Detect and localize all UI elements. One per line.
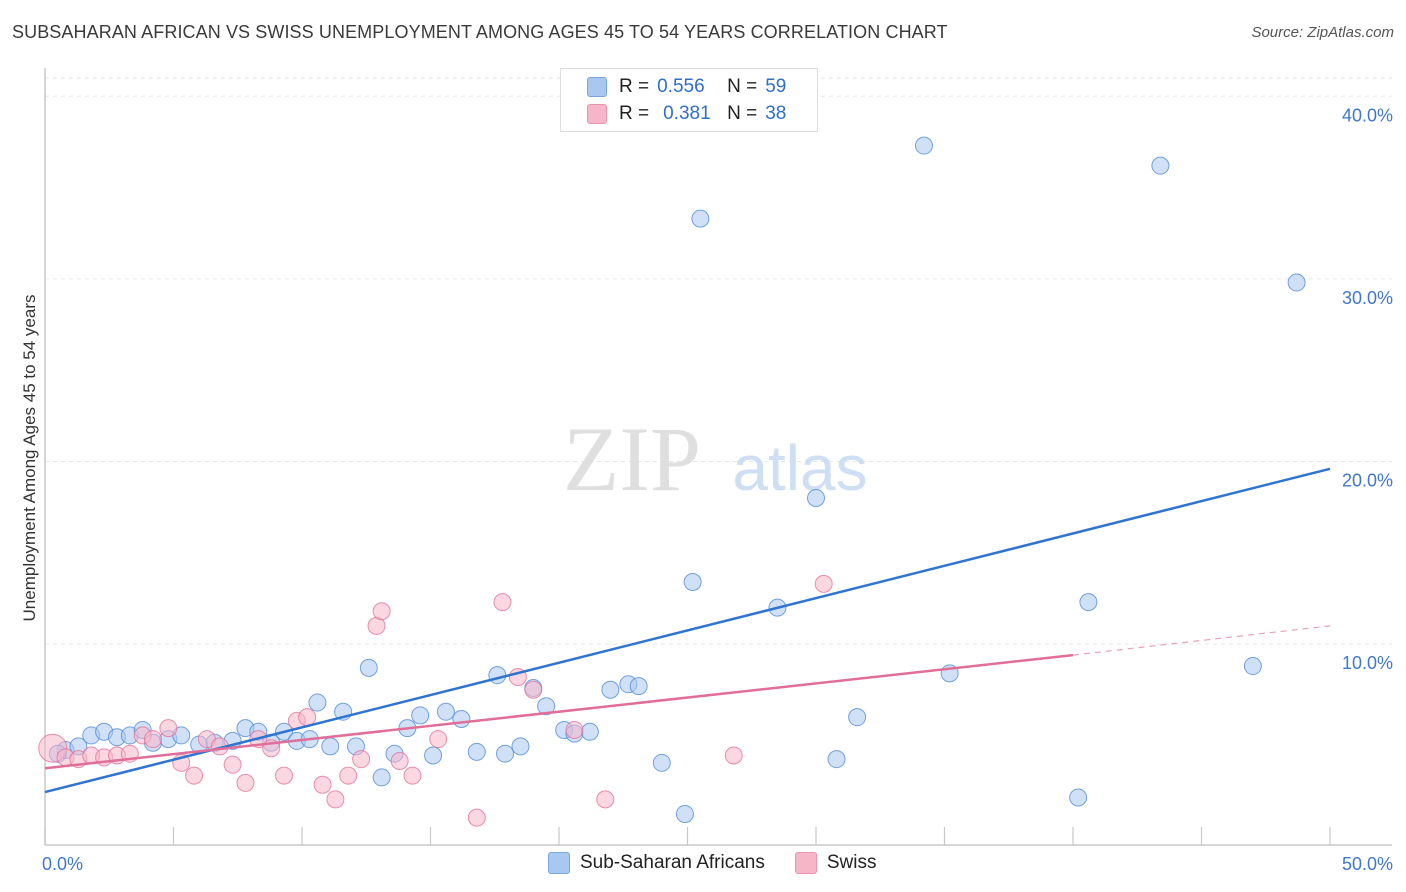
trend-lines <box>44 467 1331 794</box>
data-point <box>159 719 178 738</box>
data-point <box>390 751 409 770</box>
x-tick-label: 50.0% <box>1342 854 1393 874</box>
data-point <box>321 737 340 756</box>
watermark-atlas: atlas <box>732 432 867 504</box>
data-point <box>1079 593 1098 612</box>
data-point <box>596 790 615 809</box>
legend-row-subsaharan: R = 0.556 N = 59 <box>587 75 786 99</box>
data-point <box>143 730 162 749</box>
data-point <box>691 209 710 228</box>
data-point <box>308 693 327 712</box>
data-point <box>814 574 833 593</box>
trend-line-swiss-extension <box>1072 625 1331 656</box>
data-point <box>467 808 486 827</box>
data-point <box>411 706 430 725</box>
data-point <box>1287 273 1306 292</box>
data-point <box>467 742 486 761</box>
data-point <box>275 766 294 785</box>
data-point <box>339 766 358 785</box>
data-point <box>372 768 391 787</box>
data-point <box>1069 788 1088 807</box>
legend-swatch-subsaharan <box>587 77 607 97</box>
data-point <box>298 708 317 727</box>
legend-r-value: 0.556 <box>657 76 705 97</box>
data-point <box>185 766 204 785</box>
data-point <box>436 702 455 721</box>
legend-r-label: R = <box>619 76 650 97</box>
legend-series: Sub-Saharan Africans Swiss <box>548 852 906 874</box>
data-point <box>724 746 743 765</box>
data-point <box>511 737 530 756</box>
legend-label-subsaharan: Sub-Saharan Africans <box>580 852 765 873</box>
axes <box>44 68 1392 846</box>
data-point <box>359 658 378 677</box>
data-point <box>236 773 255 792</box>
legend-stats: R = 0.556 N = 59 R = 0.381 N = 38 <box>560 68 818 132</box>
legend-item-swiss[interactable]: Swiss <box>794 852 877 874</box>
legend-r-label: R = <box>619 103 650 124</box>
data-point <box>683 573 702 592</box>
legend-swatch-subsaharan <box>548 852 570 874</box>
y-tick-label: 20.0% <box>1342 471 1393 491</box>
legend-n-value: 38 <box>765 103 787 124</box>
data-point <box>848 708 867 727</box>
y-tick-label: 10.0% <box>1342 653 1393 673</box>
trend-line-swiss <box>44 653 1074 770</box>
watermark: ZIP atlas <box>563 408 868 510</box>
data-point <box>326 790 345 809</box>
legend-n-label: N = <box>727 103 758 124</box>
data-point <box>403 766 422 785</box>
x-tick-label: 0.0% <box>42 854 83 874</box>
legend-row-swiss: R = 0.381 N = 38 <box>587 102 786 126</box>
data-point <box>424 746 443 765</box>
data-point <box>352 750 371 769</box>
data-point <box>524 680 543 699</box>
gridlines <box>45 77 1392 645</box>
data-point <box>601 680 620 699</box>
data-point <box>429 730 448 749</box>
data-point <box>914 136 933 155</box>
data-point <box>807 489 825 508</box>
data-point <box>652 753 671 772</box>
data-point <box>372 602 391 621</box>
legend-label-swiss: Swiss <box>826 852 877 873</box>
legend-n-label: N = <box>727 76 758 97</box>
data-point <box>493 593 512 612</box>
data-point <box>313 775 332 794</box>
data-point <box>1243 657 1262 676</box>
legend-item-subsaharan[interactable]: Sub-Saharan Africans <box>548 852 765 874</box>
trend-line-subsaharan <box>44 467 1331 794</box>
legend-swatch-swiss <box>794 852 817 874</box>
data-point <box>537 697 556 716</box>
data-point <box>827 750 846 769</box>
tick-labels: 10.0% 20.0% 30.0% 40.0% 0.0% 50.0% <box>42 105 1393 874</box>
data-point <box>565 720 584 739</box>
data-point <box>1151 156 1170 175</box>
watermark-zip: ZIP <box>563 408 701 510</box>
series-swiss <box>38 574 833 827</box>
data-point <box>629 677 648 696</box>
data-point <box>488 666 507 685</box>
legend-n-value: 59 <box>765 76 787 97</box>
y-tick-label: 30.0% <box>1342 288 1393 308</box>
data-point <box>580 722 599 741</box>
data-point <box>223 755 242 774</box>
y-tick-label: 40.0% <box>1342 105 1393 125</box>
legend-swatch-swiss <box>587 104 607 124</box>
y-axis-label: Unemployment Among Ages 45 to 54 years <box>20 294 39 622</box>
source-note: Source: ZipAtlas.com <box>1251 24 1394 41</box>
legend-r-value: 0.381 <box>663 103 711 124</box>
chart-title: SUBSAHARAN AFRICAN VS SWISS UNEMPLOYMENT… <box>12 22 948 42</box>
data-point <box>675 804 694 823</box>
data-point <box>452 709 471 728</box>
data-point <box>496 744 515 763</box>
